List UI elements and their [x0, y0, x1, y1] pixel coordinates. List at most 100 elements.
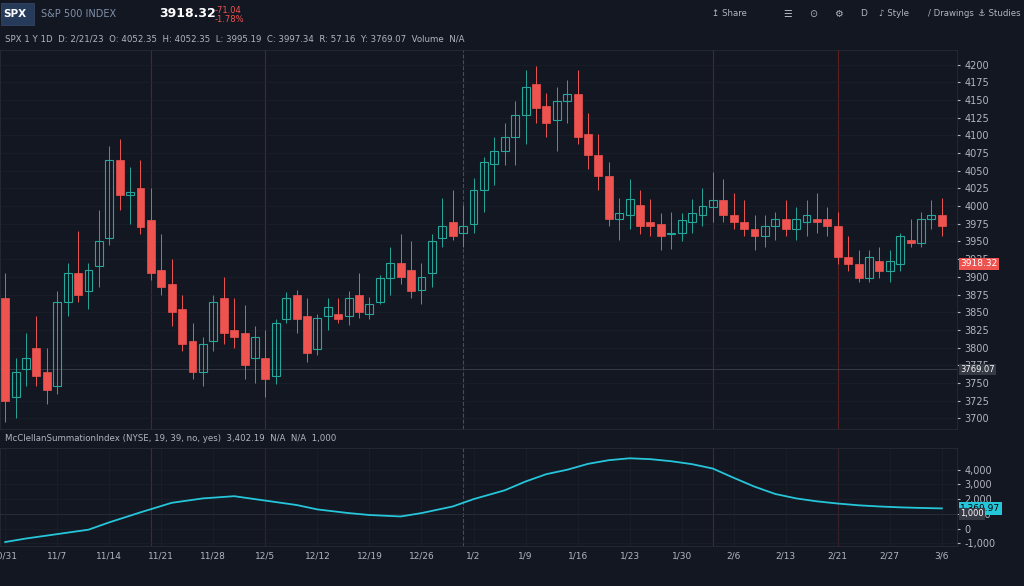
- Bar: [876, 261, 884, 271]
- Bar: [761, 226, 769, 236]
- Text: 3769.07: 3769.07: [961, 365, 995, 374]
- Text: / Drawings: / Drawings: [928, 9, 974, 18]
- Bar: [116, 160, 124, 196]
- Bar: [324, 306, 332, 316]
- Bar: [230, 330, 239, 337]
- Bar: [813, 219, 821, 222]
- Bar: [918, 219, 925, 243]
- Bar: [1, 298, 9, 401]
- Text: McClellanSummationIndex (NYSE, 19, 39, no, yes)  3,402.19  N/A  N/A  1,000: McClellanSummationIndex (NYSE, 19, 39, n…: [5, 434, 336, 443]
- Text: ↥ Share: ↥ Share: [712, 9, 746, 18]
- Bar: [865, 257, 872, 278]
- Bar: [355, 295, 362, 312]
- Bar: [199, 344, 207, 372]
- Bar: [251, 337, 259, 358]
- Bar: [23, 358, 30, 369]
- Text: 3918.32: 3918.32: [159, 7, 215, 20]
- Bar: [283, 298, 290, 319]
- Bar: [220, 298, 227, 333]
- Bar: [480, 162, 487, 190]
- Bar: [449, 222, 457, 236]
- Bar: [855, 264, 862, 278]
- Bar: [438, 226, 446, 238]
- Bar: [43, 372, 51, 390]
- Bar: [147, 220, 155, 273]
- Bar: [730, 214, 737, 222]
- Bar: [615, 213, 624, 219]
- Text: S&P 500 INDEX: S&P 500 INDEX: [41, 9, 116, 19]
- Bar: [334, 314, 342, 319]
- Bar: [105, 160, 114, 238]
- Bar: [126, 192, 134, 196]
- Bar: [688, 213, 696, 222]
- Bar: [459, 226, 467, 233]
- Text: 3918.32: 3918.32: [961, 260, 997, 268]
- Bar: [823, 219, 831, 226]
- Bar: [168, 284, 176, 312]
- Bar: [595, 155, 602, 176]
- Bar: [261, 358, 269, 379]
- Bar: [740, 222, 749, 229]
- Text: -71.04: -71.04: [215, 6, 242, 15]
- Bar: [209, 302, 217, 340]
- Bar: [636, 205, 644, 226]
- Bar: [584, 134, 592, 155]
- Bar: [771, 219, 779, 226]
- Bar: [490, 151, 499, 163]
- Bar: [626, 199, 634, 214]
- Bar: [63, 273, 72, 302]
- Text: ⊙: ⊙: [809, 9, 817, 19]
- Bar: [293, 295, 301, 319]
- Bar: [781, 219, 790, 229]
- Text: SPX 1 Y 1D  D: 2/21/23  O: 4052.35  H: 4052.35  L: 3995.19  C: 3997.34  R: 57.16: SPX 1 Y 1D D: 2/21/23 O: 4052.35 H: 4052…: [5, 35, 464, 44]
- FancyBboxPatch shape: [1, 4, 34, 25]
- Bar: [896, 236, 904, 264]
- Bar: [470, 190, 477, 224]
- Bar: [313, 318, 322, 349]
- Bar: [521, 87, 529, 115]
- Bar: [834, 226, 842, 257]
- Bar: [938, 214, 946, 226]
- Bar: [886, 261, 894, 271]
- Bar: [188, 340, 197, 372]
- Bar: [74, 273, 82, 295]
- Text: ♪ Style: ♪ Style: [879, 9, 908, 18]
- Bar: [646, 222, 654, 226]
- Text: ⚓ Studies: ⚓ Studies: [978, 9, 1021, 18]
- Bar: [532, 84, 540, 108]
- Bar: [678, 220, 686, 233]
- Bar: [53, 302, 61, 387]
- Bar: [553, 101, 561, 120]
- Text: ⚙: ⚙: [835, 9, 844, 19]
- Bar: [511, 115, 519, 137]
- Bar: [668, 233, 675, 234]
- Text: SPX: SPX: [3, 9, 27, 19]
- Bar: [803, 214, 810, 222]
- Bar: [271, 323, 280, 376]
- Bar: [158, 270, 165, 288]
- Text: D: D: [860, 9, 867, 18]
- Bar: [366, 304, 374, 314]
- Bar: [543, 105, 550, 122]
- Bar: [345, 298, 352, 316]
- Bar: [95, 241, 102, 266]
- Bar: [906, 240, 914, 243]
- Bar: [605, 176, 612, 219]
- Bar: [241, 333, 249, 365]
- Text: 1,369.97: 1,369.97: [961, 504, 1000, 513]
- Bar: [178, 309, 186, 344]
- Bar: [303, 316, 311, 353]
- Bar: [563, 94, 571, 101]
- Bar: [386, 263, 394, 278]
- Bar: [428, 241, 436, 273]
- Bar: [928, 214, 935, 219]
- Bar: [376, 278, 384, 302]
- Text: -1.78%: -1.78%: [215, 15, 245, 24]
- Bar: [709, 200, 717, 207]
- Text: 1,000: 1,000: [961, 509, 984, 519]
- Bar: [408, 270, 415, 291]
- Bar: [418, 277, 425, 289]
- Bar: [719, 200, 727, 214]
- Bar: [656, 224, 665, 236]
- Bar: [698, 206, 707, 214]
